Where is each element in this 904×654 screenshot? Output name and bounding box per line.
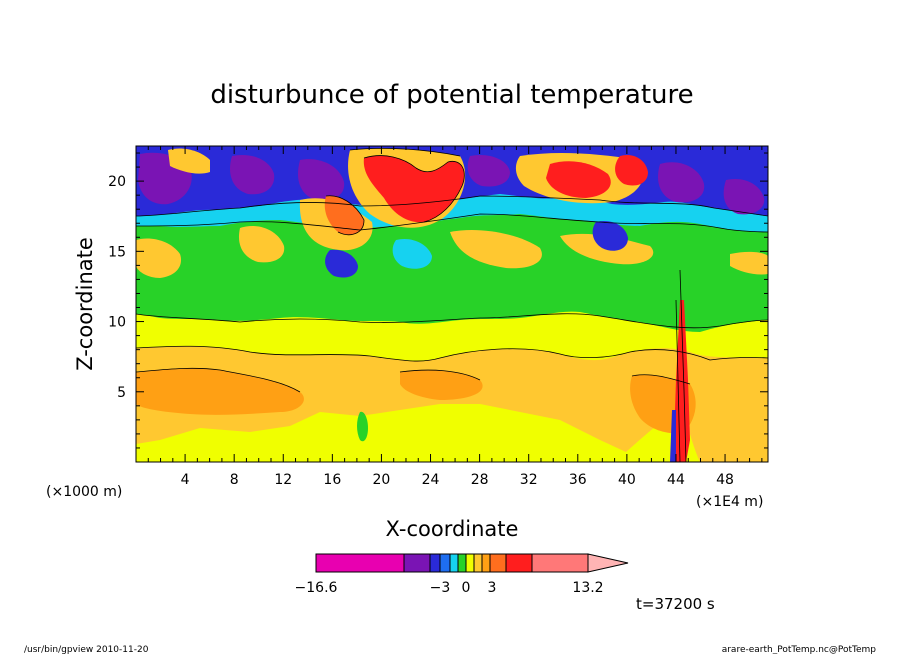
colorbar-label: 13.2 [572,580,603,596]
x-tick-label: 40 [618,472,636,488]
colorbar-segment [482,554,490,572]
x-tick-label: 36 [569,472,587,488]
band-light-orange-mid-5 [730,251,768,275]
x-tick-label: 32 [520,472,538,488]
band-purple-upper-3 [297,159,345,201]
band-red-upper-2 [546,161,611,198]
band-purple-upper-2 [229,154,275,195]
x-tick-label: 4 [181,472,190,488]
colorbar-segment [506,554,532,572]
band-red-upper-3 [615,154,648,186]
band-green-low [357,411,368,442]
colorbar-label: −3 [430,580,451,596]
band-orange-lower-1 [136,368,304,415]
y-tick-label: 5 [117,385,126,401]
x-tick-label: 24 [422,472,440,488]
x-tick-label: 28 [471,472,489,488]
band-light-orange-mid-3 [450,229,542,269]
y-tick-label: 10 [108,315,126,331]
y-tick-label: 15 [108,244,126,260]
x-tick-label: 44 [667,472,685,488]
x-tick-label: 20 [373,472,391,488]
band-blue-mid-1 [325,249,358,278]
band-purple-upper-6 [467,154,510,187]
plot-frame [135,145,769,463]
plot-area [136,146,768,462]
x-tick-label: 12 [274,472,292,488]
x-tick-label: 48 [716,472,734,488]
colorbar-label: 0 [462,580,471,596]
x-axis-label: X-coordinate [386,517,519,541]
colorbar-segment [458,554,466,572]
band-red-upper-1 [363,155,465,223]
x-scale-label: (×1E4 m) [696,494,763,510]
band-purple-upper-4 [657,162,705,203]
y-axis: 5 10 15 20 [108,152,768,463]
colorbar-label: −16.6 [295,580,338,596]
colorbar-segment [532,554,588,572]
band-light-orange-mid-2 [238,226,285,263]
colorbar-segment [450,554,458,572]
x-axis: 4 8 12 16 20 24 28 32 36 40 44 48 [135,146,763,488]
time-label: t=37200 s [636,595,715,613]
band-plume-red [674,300,690,462]
y-tick-label: 20 [108,174,126,190]
colorbar-segment [430,554,440,572]
colorbar-label: 3 [488,580,497,596]
colorbar-frame [315,553,589,573]
x-unit-label: (×1000 m) [46,484,122,500]
band-light-orange-lower [136,346,768,462]
band-purple-upper-5 [723,178,765,215]
colorbar-segment [490,554,506,572]
band-plume-blue [670,410,676,462]
contour-lines [136,147,768,462]
band-orange-upper-1 [324,195,364,235]
colorbar-segment [404,554,430,572]
band-orange-lower-2 [400,370,483,400]
colorbar-segment [474,554,482,572]
y-axis-label: Z-coordinate [73,237,97,371]
footer-right: arare-earth_PotTemp.nc@PotTemp [722,645,877,654]
band-light-orange-mid-1 [136,238,182,278]
chart-title: disturbunce of potential temperature [210,80,693,110]
band-cyan-mid-1 [392,238,432,269]
colorbar-segment [316,554,404,572]
colorbar: −16.6 −3 0 3 13.2 [295,553,629,596]
band-blue-mid-2 [592,220,628,251]
colorbar-segment [466,554,474,572]
footer-left: /usr/bin/gpview 2010-11-20 [24,645,149,654]
x-tick-label: 16 [323,472,341,488]
colorbar-segment [440,554,450,572]
x-tick-label: 8 [230,472,239,488]
band-light-orange-upper-1 [168,148,210,174]
colorbar-arrow [587,553,629,573]
